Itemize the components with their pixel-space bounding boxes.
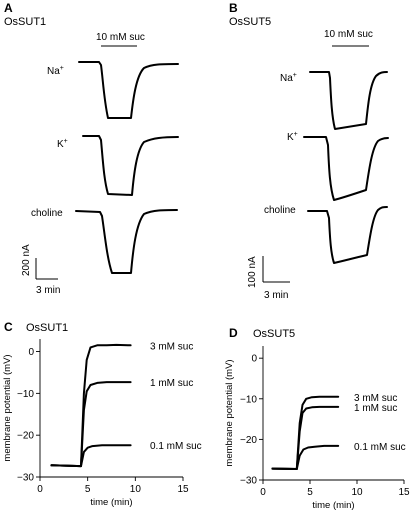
panel-a-title: OsSUT1 bbox=[4, 16, 46, 28]
panel-c-series-label-0-1-mm-suc: 0.1 mM suc bbox=[150, 441, 202, 452]
panel-b-scale-current-label: 100 nA bbox=[247, 256, 258, 288]
panel-d-series-1-mm-suc bbox=[271, 405, 340, 470]
panel-c-x-tick-label: 10 bbox=[130, 484, 142, 495]
panel-d-y-tick-label: −20 bbox=[240, 435, 257, 446]
panel-a-trace-na bbox=[78, 61, 179, 119]
panel-d-y-axis-label: membrane potential (mV) bbox=[224, 359, 235, 466]
panel-c-series-label-3-mm-suc: 3 mM suc bbox=[150, 341, 193, 352]
panel-c-y-axis-label: membrane potential (mV) bbox=[2, 354, 13, 461]
panel-c-series-label-1-mm-suc: 1 mM suc bbox=[150, 378, 193, 389]
panel-b-trace-na bbox=[309, 71, 388, 130]
panel-d-series-label-1-mm-suc: 1 mM suc bbox=[354, 403, 397, 414]
panel-b-label-k: K+ bbox=[287, 131, 298, 143]
panel-c-y-tick-label: −20 bbox=[17, 431, 34, 442]
panel-c-x-axis-label: time (min) bbox=[90, 497, 132, 508]
panel-c-y-tick-label: 0 bbox=[28, 347, 34, 358]
panel-a-scale-current-label: 200 nA bbox=[21, 244, 32, 276]
panel-d-y-tick-label: −10 bbox=[240, 394, 257, 405]
panel-a-letter: A bbox=[4, 1, 13, 15]
panel-a-label-choline: choline bbox=[31, 208, 63, 219]
panel-d-series-label-3-mm-suc: 3 mM suc bbox=[354, 393, 397, 404]
panel-b-trace-k bbox=[303, 136, 389, 201]
panel-d-x-tick-label: 15 bbox=[398, 487, 410, 498]
panel-b: B OsSUT5 10 mM suc Na+ K+ choline 100 nA… bbox=[229, 1, 389, 301]
panel-c-y-tick-label: −10 bbox=[17, 389, 34, 400]
panel-b-trace-choline bbox=[307, 206, 388, 264]
panel-a-trace-choline bbox=[75, 209, 178, 274]
panel-b-title: OsSUT5 bbox=[229, 16, 271, 28]
panel-c-x-tick-label: 15 bbox=[177, 484, 189, 495]
panel-a-stimulus-label: 10 mM suc bbox=[96, 32, 145, 43]
panel-d-letter: D bbox=[229, 326, 238, 340]
panel-b-label-choline: choline bbox=[264, 205, 296, 216]
panel-b-scale-time-label: 3 min bbox=[264, 290, 288, 301]
panel-d-x-axis-label: time (min) bbox=[312, 500, 354, 511]
panel-a-scale-time-label: 3 min bbox=[36, 285, 60, 296]
panel-d-y-tick-label: 0 bbox=[251, 354, 257, 365]
panel-b-letter: B bbox=[229, 1, 238, 15]
panel-d-title: OsSUT5 bbox=[253, 328, 295, 340]
panel-c-series-3-mm-suc bbox=[50, 343, 132, 468]
panel-c-y-tick-label: −30 bbox=[17, 473, 34, 484]
panel-c-series-1-mm-suc bbox=[50, 381, 132, 468]
panel-a-label-k: K+ bbox=[57, 138, 68, 150]
panel-b-label-na: Na+ bbox=[280, 72, 297, 84]
panel-d-series-label-0-1-mm-suc: 0.1 mM suc bbox=[354, 442, 406, 453]
panel-a-trace-k bbox=[82, 135, 179, 196]
panel-c-title: OsSUT1 bbox=[26, 322, 68, 334]
panel-d-y-tick-label: −30 bbox=[240, 476, 257, 487]
panel-c-series-0-1-mm-suc bbox=[50, 444, 132, 468]
panel-c-x-tick-label: 5 bbox=[85, 484, 91, 495]
panel-b-stimulus-label: 10 mM suc bbox=[324, 29, 373, 40]
panel-d-series-0-1-mm-suc bbox=[271, 444, 340, 470]
panel-d-x-tick-label: 5 bbox=[307, 487, 313, 498]
panel-d-x-tick-label: 0 bbox=[260, 487, 266, 498]
panel-a-label-na: Na+ bbox=[47, 65, 64, 77]
panel-a: A OsSUT1 10 mM suc Na+ K+ choline 200 nA… bbox=[4, 1, 179, 296]
panel-c-letter: C bbox=[4, 320, 13, 334]
panel-c-x-tick-label: 0 bbox=[37, 484, 43, 495]
panel-d-x-tick-label: 10 bbox=[351, 487, 363, 498]
